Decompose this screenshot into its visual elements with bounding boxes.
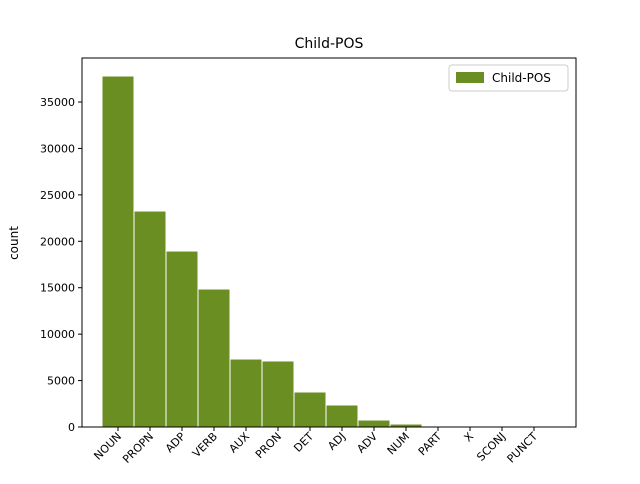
x-tick-label: ADV: [354, 430, 380, 456]
y-tick-label: 35000: [40, 96, 75, 109]
x-tick-label: NUM: [385, 430, 412, 457]
x-tick-label: VERB: [190, 430, 220, 460]
x-tick-label: PRON: [253, 430, 284, 461]
bar: [198, 289, 230, 427]
x-tick-label: PART: [416, 430, 444, 458]
y-tick-label: 10000: [40, 328, 75, 341]
x-tick-label: PUNCT: [505, 430, 541, 466]
x-tick-label: ADP: [163, 430, 188, 455]
bar: [134, 211, 166, 427]
x-tick-label: NOUN: [91, 430, 124, 463]
y-tick-label: 5000: [47, 375, 75, 388]
bar: [262, 361, 294, 427]
y-axis-label: count: [7, 226, 21, 260]
x-tick-label: DET: [291, 430, 316, 455]
x-tick-label: X: [462, 430, 477, 445]
y-tick-label: 25000: [40, 189, 75, 202]
bar: [326, 405, 358, 427]
chart-title: Child-POS: [295, 36, 364, 52]
x-tick-label: ADJ: [325, 430, 348, 453]
bar: [102, 76, 134, 427]
x-tick-label: SCONJ: [474, 430, 508, 464]
y-tick-label: 30000: [40, 142, 75, 155]
legend-swatch: [456, 72, 484, 83]
x-tick-label: PROPN: [120, 430, 156, 466]
bar: [358, 420, 390, 427]
bar: [294, 392, 326, 427]
y-tick-label: 15000: [40, 282, 75, 295]
x-tick-label: AUX: [227, 430, 253, 456]
bar: [166, 251, 198, 427]
legend-label: Child-POS: [492, 71, 551, 85]
y-tick-label: 20000: [40, 235, 75, 248]
y-tick-label: 0: [68, 421, 75, 434]
bar: [230, 359, 262, 427]
